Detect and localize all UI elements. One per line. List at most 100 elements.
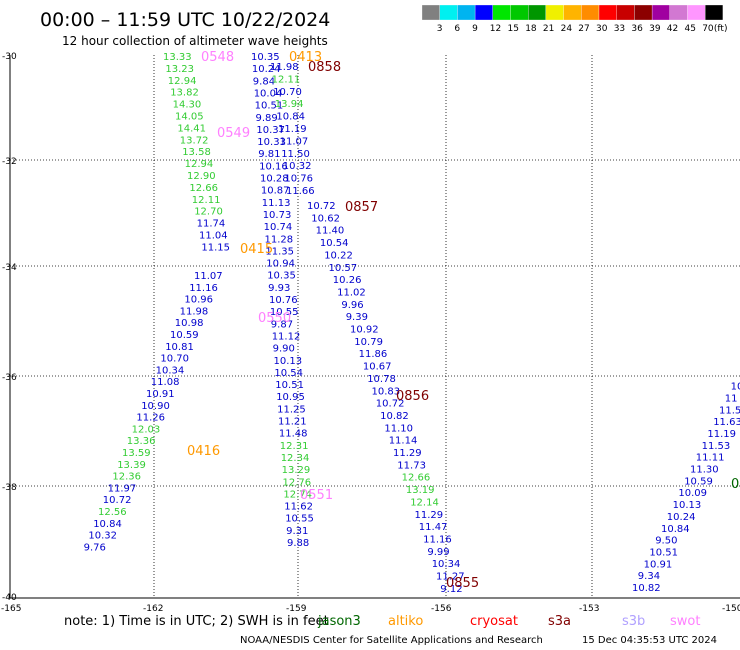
lon-tick-label: -150 <box>722 604 740 614</box>
color-scale-swatch <box>439 4 458 21</box>
pass-label: 0416 <box>187 444 220 459</box>
swh-value: 10.55 <box>285 514 314 525</box>
swh-value: 9.90 <box>273 344 295 355</box>
swh-value: 10.35 <box>251 52 280 63</box>
color-scale-swatch <box>651 4 670 21</box>
swh-value: 9.50 <box>655 536 677 547</box>
color-scale-swatch <box>563 4 582 21</box>
swh-value: 11.29 <box>415 510 444 521</box>
swh-value: 14.05 <box>175 112 204 123</box>
swh-value: 9.93 <box>268 283 290 294</box>
swh-value: 11.62 <box>284 502 313 513</box>
swh-value: 11.73 <box>397 460 426 471</box>
swh-value: 10.13 <box>274 356 303 367</box>
swh-value: 10.32 <box>88 531 117 542</box>
swh-value: 10.57 <box>329 263 358 274</box>
pass-label: 0413 <box>289 50 322 65</box>
swh-value: 10.35 <box>267 271 296 282</box>
swh-value: 9.39 <box>346 312 368 323</box>
swh-value: 11.35 <box>265 246 294 257</box>
color-scale-swatch <box>687 4 706 21</box>
swh-value: 11.30 <box>690 465 719 476</box>
color-scale-label: 39 <box>649 24 661 34</box>
swh-value: 11.53 <box>702 441 731 452</box>
swh-value: 11.5 <box>719 405 740 416</box>
swh-value: 13.59 <box>122 448 151 459</box>
color-scale-swatch <box>457 4 476 21</box>
swh-value: 11.13 <box>262 198 291 209</box>
swh-value: 13.94 <box>275 99 304 110</box>
swh-value: 11.10 <box>384 423 413 434</box>
swh-value: 12.90 <box>187 171 216 182</box>
swh-value: 11.48 <box>279 429 308 440</box>
pass-label: 0548 <box>201 50 234 65</box>
swh-value: 12.70 <box>194 207 223 218</box>
swh-value: 14.41 <box>177 123 206 134</box>
swh-value: 10.34 <box>156 365 185 376</box>
swh-value: 10.55 <box>270 307 299 318</box>
swh-value: 10.13 <box>673 500 702 511</box>
swh-value: 13.58 <box>182 147 211 158</box>
swh-value: 10.76 <box>269 295 298 306</box>
swh-value: 10.67 <box>363 362 392 373</box>
lat-tick-label: -36 <box>2 373 17 383</box>
swh-value: 11.47 <box>419 522 448 533</box>
swh-value: 12.14 <box>410 497 439 508</box>
swh-value: 10.96 <box>184 295 213 306</box>
swh-value: 12.31 <box>280 441 309 452</box>
swh-value: 10.76 <box>284 174 313 185</box>
swh-value: 10.51 <box>275 380 304 391</box>
swh-value: 11.66 <box>286 186 315 197</box>
swh-value: 11 <box>725 393 738 404</box>
swh-value: 10.22 <box>324 250 353 261</box>
mission-legend: jason3 altiko cryosat s3a s3b swot <box>317 614 700 629</box>
lon-tick-label: -156 <box>431 604 452 614</box>
color-scale-label: 70 <box>702 24 714 34</box>
swh-value: 13.29 <box>282 465 311 476</box>
map-plot-area: -30 -32 -34 -36 -38 -40 -165 -162 -159 -… <box>1 50 740 614</box>
swh-value: 9.76 <box>84 542 106 553</box>
edge-pass-label: 0 <box>731 477 739 492</box>
lat-tick-label: -40 <box>2 593 17 603</box>
color-scale-label: 24 <box>561 24 573 34</box>
latitude-tick-labels: -30 -32 -34 -36 -38 -40 <box>2 52 17 603</box>
color-scale-swatch <box>669 4 688 21</box>
swh-value: 12.34 <box>281 453 310 464</box>
swh-value: 10.62 <box>311 213 340 224</box>
swh-value: 10.72 <box>376 399 405 410</box>
pass-label: 0549 <box>217 126 250 141</box>
color-scale-label: 36 <box>631 24 643 34</box>
mission-swot: swot <box>670 614 700 629</box>
swh-value: 11.50 <box>281 149 310 160</box>
swh-value: 10.37 <box>256 125 285 136</box>
color-scale-label: 15 <box>508 24 519 34</box>
lon-tick-label: -153 <box>579 604 599 614</box>
swh-value: 12.66 <box>189 183 218 194</box>
mission-s3b: s3b <box>622 614 645 629</box>
swh-value: 12.56 <box>98 507 127 518</box>
swh-value: 12.03 <box>132 424 161 435</box>
mission-altiko: altiko <box>388 614 423 629</box>
swh-value: 9.34 <box>638 571 660 582</box>
color-scale-swatch <box>421 4 440 21</box>
swh-value: 9.84 <box>253 76 275 87</box>
swh-value: 12.76 <box>283 477 312 488</box>
swh-value: 10.59 <box>684 476 713 487</box>
swh-value: 11.97 <box>108 483 137 494</box>
swh-value: 10.79 <box>354 337 383 348</box>
swh-value: 9.96 <box>341 300 363 311</box>
swh-value: 10.73 <box>263 210 292 221</box>
swh-value: 10.51 <box>255 101 284 112</box>
swh-value: 10.84 <box>661 524 690 535</box>
swh-value: 11.29 <box>393 448 422 459</box>
swh-value: 10.95 <box>276 392 305 403</box>
swh-value: 11.86 <box>359 349 388 360</box>
longitude-tick-labels: -165 -162 -159 -156 -153 -150 <box>1 604 740 614</box>
mission-cryosat: cryosat <box>470 614 518 629</box>
color-scale-swatch <box>474 4 493 21</box>
swh-value: 10.87 <box>261 186 290 197</box>
swh-value: 11.40 <box>316 226 345 237</box>
pass-label: 0857 <box>345 200 378 215</box>
swh-value: 11.16 <box>189 283 218 294</box>
